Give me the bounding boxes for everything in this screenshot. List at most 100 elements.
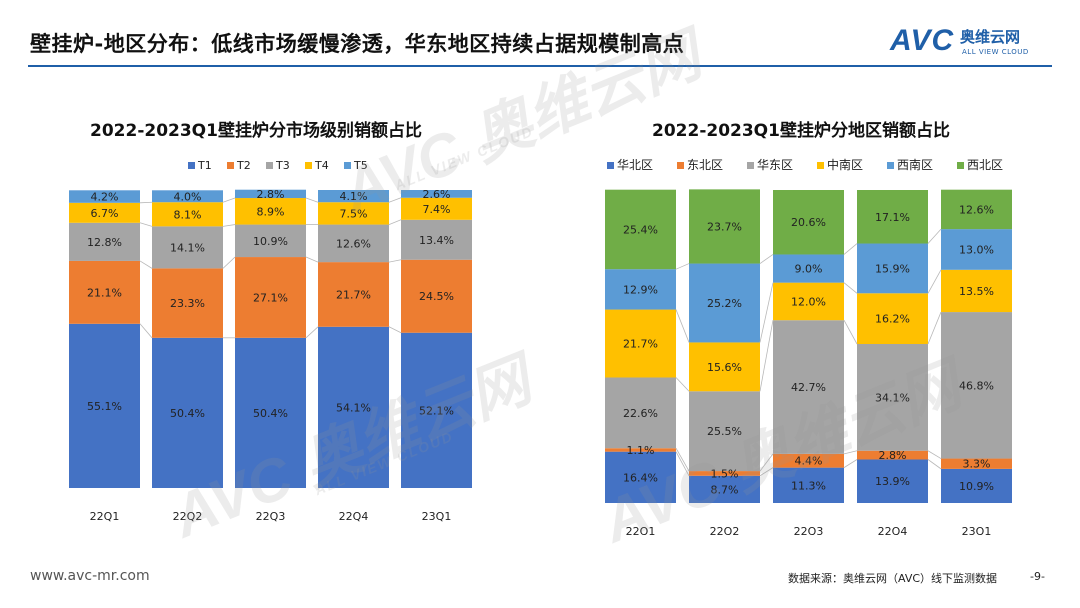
x-tick-label-22Q4: 22Q4 [878,525,908,535]
data-label-T4-22Q3: 8.9% [257,205,285,218]
data-label-T4-23Q1: 7.4% [423,203,451,216]
data-label-东北区-22Q1: 1.1% [627,444,655,457]
data-label-中南区-22Q3: 12.0% [791,295,826,308]
data-label-华北区-22Q2: 8.7% [711,483,739,496]
bar-西南区-22Q1 [605,269,676,310]
data-label-T3-22Q3: 10.9% [253,235,288,248]
bar-华东区-23Q1 [941,312,1012,459]
series-connector [675,263,690,270]
series-connector [759,320,774,392]
legend-swatch-3 [817,162,824,169]
bar-T2-22Q1 [69,260,140,324]
series-connector [675,309,690,343]
series-connector [222,256,236,269]
x-tick-label-23Q1: 23Q1 [962,525,992,535]
bar-西南区-23Q1 [941,229,1012,270]
legend-label-3: T4 [314,159,329,172]
bar-华东区-22Q3 [773,320,844,454]
bar-东北区-22Q1 [605,448,676,452]
data-label-东北区-22Q3: 4.4% [795,455,823,468]
data-label-中南区-22Q2: 15.6% [707,361,742,374]
legend-swatch-2 [747,162,754,169]
bar-华北区-23Q1 [941,468,1012,503]
series-connector [388,326,402,334]
data-label-西南区-23Q1: 13.0% [959,243,994,256]
bar-T2-22Q2 [152,268,223,338]
bar-T4-22Q1 [69,202,140,223]
data-label-西北区-22Q2: 23.7% [707,220,742,233]
data-label-华东区-22Q3: 42.7% [791,381,826,394]
series-connector [305,326,319,339]
bar-T5-23Q1 [401,190,472,198]
series-connector [927,228,942,244]
chart-title-market-tier: 2022-2023Q1壁挂炉分市场级别销额占比 [90,121,422,141]
bar-华北区-22Q4 [857,459,928,503]
x-tick-label-22Q2: 22Q2 [710,525,740,535]
bar-T2-22Q4 [318,262,389,327]
legend-label-2: T3 [275,159,290,172]
series-connector [222,224,236,227]
data-label-中南区-23Q1: 13.5% [959,285,994,298]
bar-华东区-22Q2 [689,391,760,472]
data-label-T5-22Q4: 4.1% [340,190,368,203]
bar-西北区-23Q1 [941,189,1012,230]
series-connector [139,323,153,339]
data-label-华北区-22Q3: 11.3% [791,479,826,492]
region-chart: 华北区 东北区 华东区 中南区 西南区 西北区 16.4% 1.1% 22.6% 21.7% 12.… [605,157,1012,535]
bar-中南区-22Q1 [605,309,676,378]
series-connector [927,459,942,470]
bar-华北区-22Q1 [605,451,676,503]
series-connector [388,197,402,203]
bar-西北区-22Q1 [605,189,676,270]
data-label-T5-23Q1: 2.6% [423,188,451,201]
x-tick-label-22Q2: 22Q2 [173,510,203,523]
bar-西北区-22Q3 [773,190,844,255]
data-label-华东区-23Q1: 46.8% [959,379,994,392]
data-label-西北区-22Q4: 17.1% [875,211,910,224]
data-label-华东区-22Q4: 34.1% [875,391,910,404]
legend-label-0: T1 [197,159,212,172]
x-tick-label-23Q1: 23Q1 [422,510,452,523]
title-divider [28,65,1052,67]
data-label-华北区-23Q1: 10.9% [959,480,994,493]
data-label-中南区-22Q1: 21.7% [623,338,658,351]
data-label-T3-22Q2: 14.1% [170,241,205,254]
x-tick-label-22Q1: 22Q1 [626,525,656,535]
bar-T5-22Q4 [318,190,389,203]
series-connector [927,450,942,459]
bar-T1-23Q1 [401,332,472,488]
legend-swatch-0 [607,162,614,169]
series-connector [759,467,774,477]
series-connector [927,311,942,345]
data-label-T1-22Q2: 50.4% [170,407,205,420]
bar-中南区-22Q2 [689,342,760,392]
bar-华东区-22Q4 [857,343,928,451]
legend-label-4: T5 [353,159,368,172]
data-label-T5-22Q2: 4.0% [174,190,202,203]
series-connector [843,320,858,345]
series-connector [843,459,858,468]
data-label-T2-23Q1: 24.5% [419,290,454,303]
data-label-T2-22Q3: 27.1% [253,291,288,304]
data-label-T3-22Q1: 12.8% [87,236,122,249]
legend-swatch-4 [887,162,894,169]
x-tick-label-22Q3: 22Q3 [794,525,824,535]
market-tier-chart: T1 T2 T3 T4 T5 55.1% 21.1% 12.8% 6.7% 4.2% 22Q1 50.… [69,159,472,523]
bar-西北区-22Q4 [857,190,928,244]
data-label-华东区-22Q2: 25.5% [707,425,742,438]
bar-T2-22Q3 [235,257,306,338]
bar-T1-22Q3 [235,337,306,488]
bar-中南区-22Q3 [773,282,844,321]
bar-T1-22Q2 [152,337,223,488]
bar-T3-23Q1 [401,219,472,260]
series-connector [843,282,858,294]
legend-label-0: 华北区 [617,158,653,172]
series-connector [388,219,402,225]
data-label-东北区-22Q4: 2.8% [879,449,907,462]
legend-label-1: 东北区 [687,158,723,172]
bar-T5-22Q3 [235,189,306,199]
bar-T5-22Q1 [69,190,140,203]
data-label-T1-22Q4: 54.1% [336,401,371,414]
bar-T3-22Q4 [318,224,389,263]
bar-T4-22Q3 [235,198,306,225]
